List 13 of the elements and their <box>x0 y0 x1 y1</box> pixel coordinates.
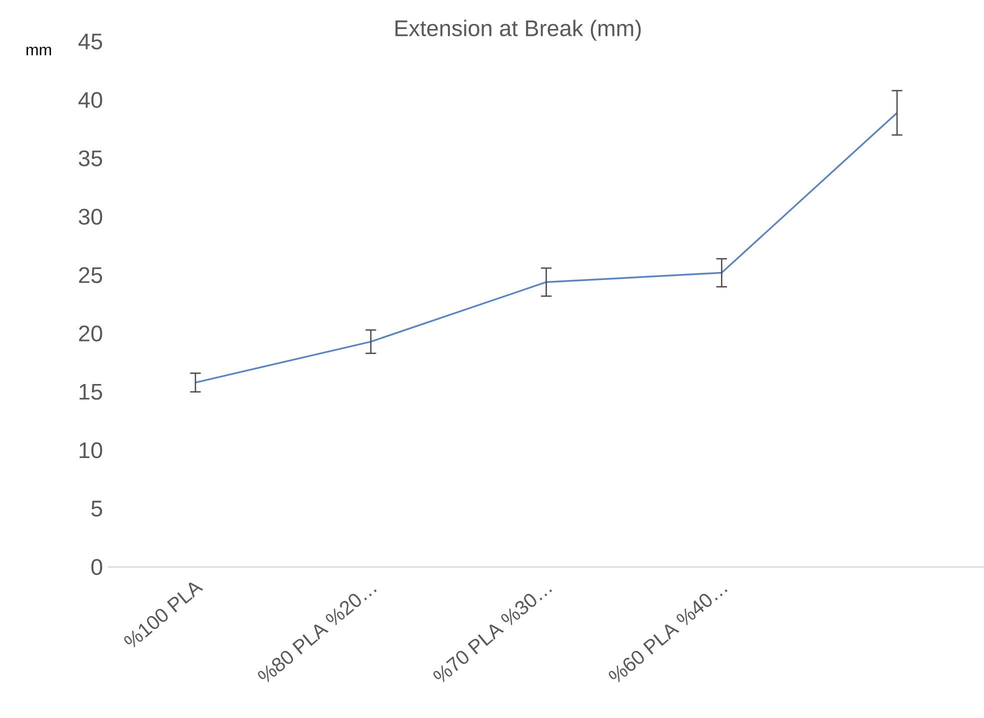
line-series <box>194 112 898 384</box>
y-tick-label: 10 <box>80 442 102 458</box>
chart-title: Extension at Break (mm) <box>395 20 641 41</box>
y-tick-label: 40 <box>78 92 102 108</box>
y-tick-label: 5 <box>91 500 102 516</box>
y-tick-label: 25 <box>79 267 102 284</box>
y-tick-label: 35 <box>78 150 102 166</box>
y-tick-label: 45 <box>78 34 102 50</box>
y-tick-label: 15 <box>80 384 102 400</box>
y-tick-label: 30 <box>78 208 102 225</box>
y-tick-label: 0 <box>91 558 102 575</box>
y-axis-title: mm <box>26 46 52 56</box>
y-tick-label: 20 <box>79 325 102 342</box>
